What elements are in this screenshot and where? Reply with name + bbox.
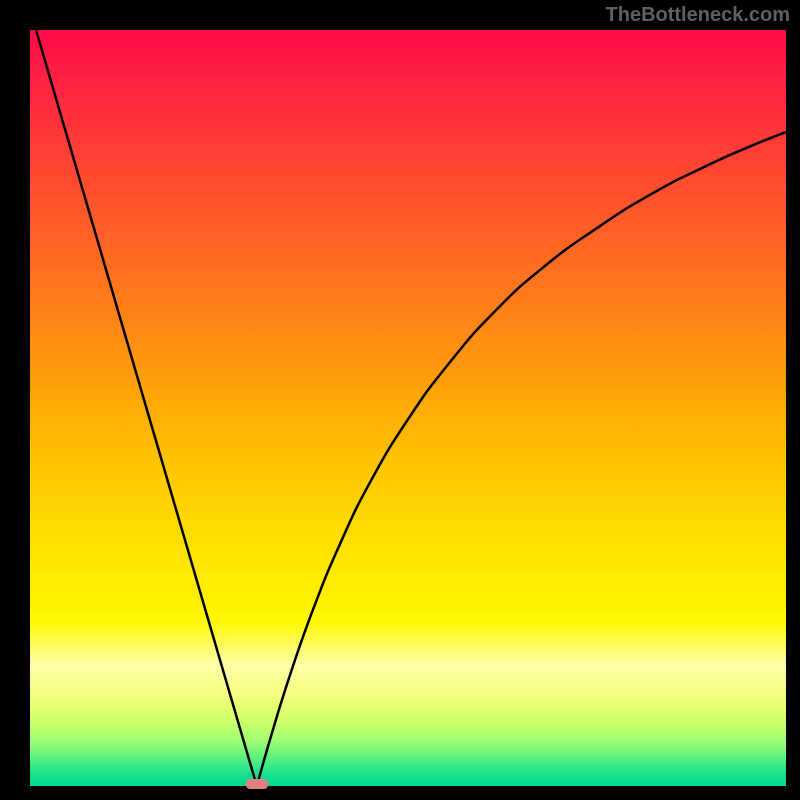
stage: TheBottleneck.com xyxy=(0,0,800,800)
optimum-marker xyxy=(246,779,268,789)
curve-path xyxy=(36,30,786,786)
plot-area xyxy=(30,30,786,786)
bottleneck-curve xyxy=(30,30,786,786)
watermark: TheBottleneck.com xyxy=(606,4,790,27)
